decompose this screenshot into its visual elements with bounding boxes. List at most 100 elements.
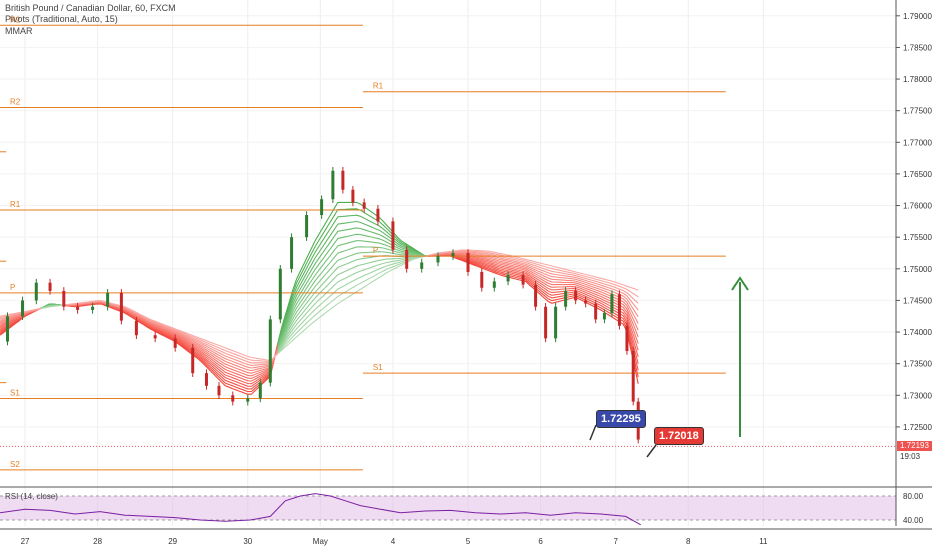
candle-body — [231, 395, 235, 402]
rsi-pane — [0, 493, 896, 526]
y-tick-label: 1.76500 — [903, 170, 932, 179]
x-tick-label: May — [313, 537, 328, 546]
annotations — [589, 276, 749, 458]
ribbon-line — [427, 251, 639, 311]
candle-body — [217, 385, 221, 396]
ribbon-line — [427, 250, 639, 304]
candle-body — [204, 373, 208, 386]
candle-body — [62, 290, 66, 307]
ribbon-line — [277, 220, 429, 346]
pivot-label: P — [10, 283, 15, 292]
pivot-label: R1 — [10, 200, 21, 209]
callout-blue: 1.72295 — [596, 410, 646, 428]
y-tick-label: 1.75000 — [903, 265, 932, 274]
x-tick-label: 27 — [21, 537, 30, 546]
x-tick-label: 5 — [466, 537, 471, 546]
rsi-line — [0, 493, 641, 526]
ribbon-line — [427, 252, 639, 324]
ribbon-line — [277, 227, 429, 347]
pivot-label: S1 — [373, 363, 383, 372]
candle-body — [506, 275, 510, 282]
ribbon-line — [427, 249, 639, 291]
candle-body — [544, 306, 548, 339]
y-tick-label: 1.79000 — [903, 12, 932, 21]
candle-body — [631, 351, 635, 402]
y-tick-label: 1.73000 — [903, 391, 932, 400]
ribbon-line — [427, 254, 639, 358]
candle-body — [534, 284, 538, 307]
candle-body — [521, 275, 525, 285]
ribbon-line — [277, 233, 429, 348]
ribbon-line — [428, 255, 639, 384]
pivot-label: P — [373, 246, 378, 255]
candle-body — [320, 199, 324, 216]
ribbon-line — [277, 255, 429, 352]
candle-body — [134, 320, 138, 336]
y-tick-label: 1.78500 — [903, 43, 932, 52]
y-tick-label: 1.74000 — [903, 328, 932, 337]
candle-body — [480, 271, 484, 288]
ribbon-line — [277, 255, 429, 351]
candle-body — [574, 290, 578, 301]
x-tick-label: 8 — [686, 537, 691, 546]
ribbon-line — [277, 254, 429, 355]
header-symbol: British Pound / Canadian Dollar, 60, FXC… — [5, 3, 176, 13]
candle-body — [290, 237, 294, 269]
x-tick-label: 30 — [243, 537, 252, 546]
candle-body — [466, 252, 470, 272]
candle-body — [420, 262, 424, 269]
candle-body — [34, 282, 38, 301]
ribbon-line — [41, 304, 64, 309]
price-series — [0, 166, 896, 447]
callout-red: 1.72018 — [654, 427, 704, 445]
pivot-label: S1 — [10, 388, 20, 397]
ribbon-line — [427, 254, 639, 364]
candle-body — [351, 189, 355, 203]
grid — [0, 0, 896, 526]
ribbon-line — [427, 254, 639, 371]
candle-body — [258, 382, 262, 399]
candle-body — [610, 294, 614, 314]
ribbon-line — [0, 307, 42, 317]
up-arrow-head — [731, 276, 749, 291]
ribbon-line — [427, 250, 639, 298]
ribbon-line — [277, 208, 429, 345]
ribbon-line — [277, 214, 429, 345]
candle-body — [191, 347, 195, 374]
x-tick-label: 4 — [391, 537, 396, 546]
candle-body — [305, 215, 309, 238]
ribbon-line — [277, 246, 429, 349]
pivot-lines: R2 R2 R1 P S1 S2 R1 P S1 — [0, 15, 726, 471]
ribbon-line — [277, 255, 429, 353]
candle-body — [554, 306, 558, 339]
countdown-tag: 19:03 — [897, 452, 932, 462]
x-tick-label: 28 — [93, 537, 102, 546]
candle-body — [436, 256, 440, 263]
ribbon-line — [277, 240, 429, 348]
candle-body — [106, 292, 110, 307]
header-mmar: MMAR — [5, 26, 33, 36]
ribbon-line — [277, 255, 429, 354]
candle-body — [173, 338, 177, 348]
candle-body — [119, 292, 123, 321]
candle-body — [405, 249, 409, 269]
candle-body — [584, 300, 588, 304]
y-tick-label: 1.77500 — [903, 107, 932, 116]
rsi-tick-label: 40.00 — [903, 516, 924, 525]
header-rsi: RSI (14, close) — [5, 492, 58, 501]
rsi-tick-label: 80.00 — [903, 492, 924, 501]
y-tick-label: 1.78000 — [903, 75, 932, 84]
y-tick-label: 1.73500 — [903, 360, 932, 369]
candle-body — [76, 306, 80, 310]
candle-body — [376, 208, 380, 222]
callout-blue-pointer — [589, 424, 597, 441]
candle-body — [331, 170, 335, 200]
ribbon-line — [277, 251, 429, 350]
y-tick-label: 1.74500 — [903, 296, 932, 305]
candle-body — [391, 221, 395, 250]
rsi-band — [0, 496, 896, 520]
candle-body — [602, 313, 606, 320]
